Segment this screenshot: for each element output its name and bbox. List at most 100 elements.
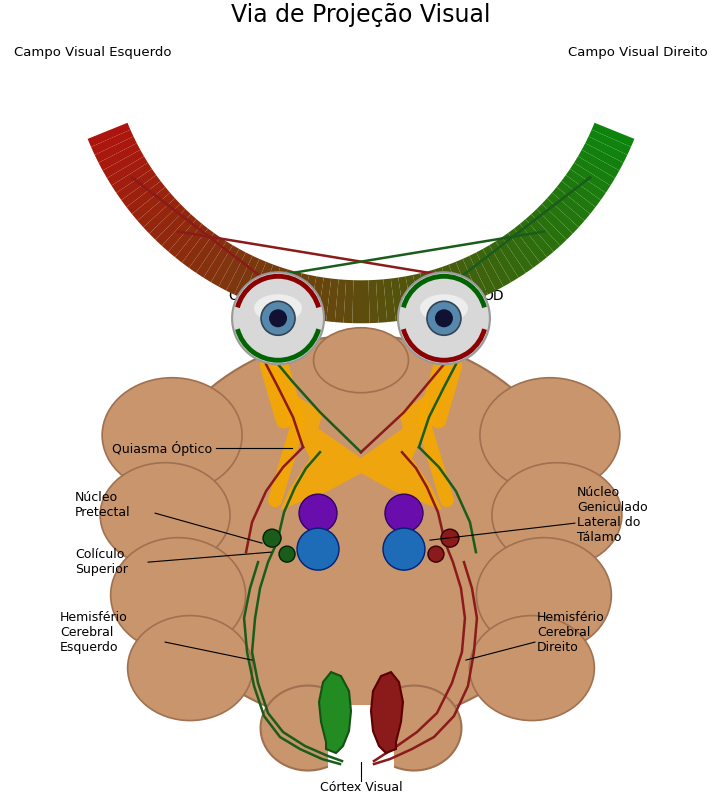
Ellipse shape [141,335,581,725]
Polygon shape [87,122,131,147]
Polygon shape [520,219,554,258]
Polygon shape [258,265,280,308]
Polygon shape [280,394,442,510]
Polygon shape [490,242,518,282]
Polygon shape [326,278,339,322]
Ellipse shape [313,328,409,393]
Polygon shape [211,246,239,286]
Text: Colículo
Superior: Colículo Superior [75,548,128,576]
Polygon shape [344,280,354,323]
Polygon shape [547,193,585,227]
Polygon shape [107,156,148,186]
Polygon shape [383,278,396,322]
Polygon shape [292,274,309,317]
Polygon shape [561,175,601,207]
Polygon shape [137,193,175,227]
Ellipse shape [492,462,622,568]
Circle shape [385,494,423,532]
Polygon shape [449,262,472,305]
Text: Campo Visual Esquerdo: Campo Visual Esquerdo [14,46,172,59]
Ellipse shape [261,686,355,770]
Polygon shape [116,169,156,200]
Ellipse shape [367,686,461,770]
Polygon shape [526,214,560,252]
Polygon shape [574,156,615,186]
Polygon shape [242,259,266,302]
Text: Via de Projeção Visual: Via de Projeção Visual [231,3,491,27]
Polygon shape [234,256,259,298]
Polygon shape [162,214,196,252]
Text: Quiasma Óptico: Quiasma Óptico [112,441,212,456]
Polygon shape [536,204,573,240]
Polygon shape [476,249,503,290]
Circle shape [261,302,295,335]
Circle shape [435,310,453,327]
Polygon shape [531,209,567,246]
Polygon shape [318,278,331,321]
Polygon shape [226,253,253,294]
Polygon shape [121,175,161,207]
Polygon shape [319,672,351,753]
Circle shape [279,546,295,562]
Polygon shape [442,265,464,308]
Circle shape [398,272,490,364]
Polygon shape [361,280,370,323]
Polygon shape [371,672,403,753]
Circle shape [441,529,459,547]
Ellipse shape [480,378,620,493]
Polygon shape [196,238,227,278]
Polygon shape [275,270,295,313]
Polygon shape [413,274,430,317]
Polygon shape [182,229,214,268]
FancyBboxPatch shape [328,705,394,780]
Polygon shape [155,209,191,246]
Polygon shape [335,279,346,322]
Polygon shape [132,187,170,221]
Ellipse shape [100,462,230,568]
Polygon shape [283,271,302,315]
Text: Campo Visual Direito: Campo Visual Direito [568,46,708,59]
Polygon shape [352,280,361,323]
Polygon shape [483,246,511,286]
Polygon shape [469,253,496,294]
Polygon shape [420,271,439,315]
Polygon shape [266,267,287,310]
Polygon shape [570,162,611,193]
Polygon shape [250,262,273,305]
Polygon shape [456,259,480,302]
Text: Hemisfério
Cerebral
Esquerdo: Hemisfério Cerebral Esquerdo [60,610,128,654]
Circle shape [299,494,337,532]
Polygon shape [143,198,180,234]
Text: Córtex Visual: Córtex Visual [320,781,402,794]
Circle shape [269,310,287,327]
Polygon shape [582,143,624,170]
Polygon shape [508,229,540,268]
Circle shape [297,528,339,570]
Polygon shape [502,233,533,273]
Polygon shape [309,276,323,320]
Text: Hemisfério
Cerebral
Direito: Hemisfério Cerebral Direito [537,610,604,654]
Polygon shape [98,143,140,170]
Polygon shape [391,278,404,321]
Polygon shape [95,137,136,162]
Polygon shape [368,280,378,323]
Text: Núcleo
Geniculado
Lateral do
Tálamo: Núcleo Geniculado Lateral do Tálamo [577,486,648,544]
Polygon shape [399,276,413,320]
Polygon shape [586,137,627,162]
Polygon shape [578,150,619,178]
Polygon shape [168,219,202,258]
Polygon shape [552,187,590,221]
Polygon shape [103,150,144,178]
Polygon shape [126,181,165,214]
Ellipse shape [469,616,594,721]
Polygon shape [149,204,186,240]
Polygon shape [376,279,387,322]
Text: OE: OE [228,290,248,303]
Circle shape [428,546,444,562]
Ellipse shape [110,538,245,653]
Polygon shape [300,275,316,318]
Polygon shape [588,130,631,155]
Polygon shape [111,162,152,193]
Circle shape [232,272,324,364]
Polygon shape [542,198,579,234]
